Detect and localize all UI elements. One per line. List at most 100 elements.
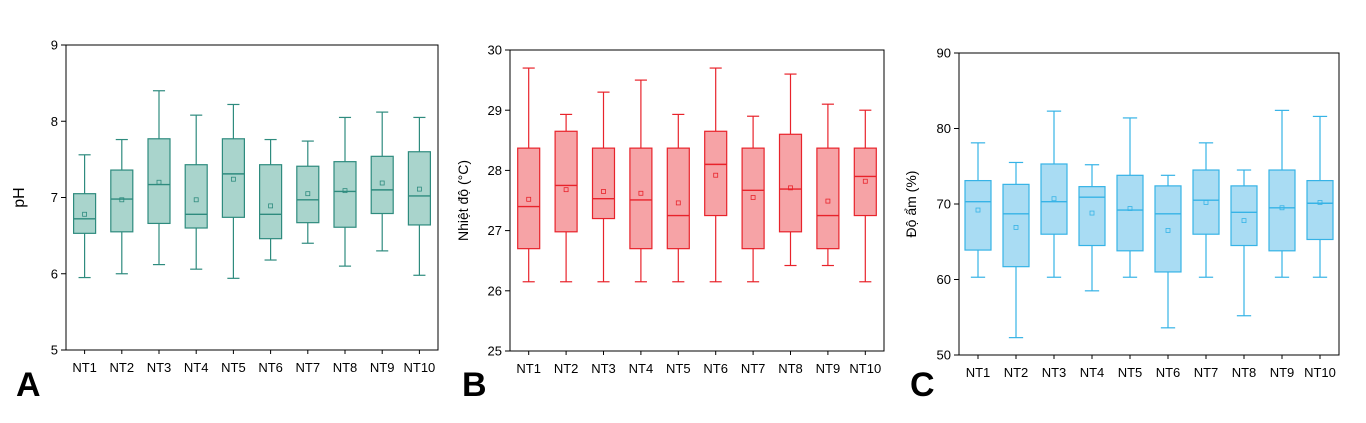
panel-c-y-axis-label: Độ ẩm (%)	[903, 171, 919, 238]
panel-c-x-tick-label: NT9	[1270, 365, 1295, 380]
panel-b-mean-marker	[638, 190, 644, 196]
panel-c-x-tick-label: NT6	[1156, 365, 1181, 380]
panel-b-box-nt6	[704, 67, 728, 283]
panel-b-y-axis-label: Nhiệt độ (°C)	[455, 160, 471, 241]
panel-b-y-tick-label: 26	[488, 283, 502, 298]
panel-a-box-nt10	[407, 116, 431, 276]
panel-b-iqr-box	[666, 147, 690, 250]
panel-a-x-tick-label: NT5	[221, 360, 246, 375]
panel-c-mean-marker	[1241, 218, 1247, 224]
panel-c-y-tick-label: 60	[937, 272, 951, 287]
panel-c-x-tick-label: NT4	[1080, 365, 1105, 380]
panel-a-x-tick-label: NT9	[370, 360, 395, 375]
panel-a-mean-marker	[82, 211, 87, 217]
panel-c-panel-letter: C	[910, 366, 935, 404]
panel-b-x-tick-label: NT10	[849, 361, 881, 376]
panel-c-iqr-box	[1192, 169, 1220, 235]
panel-c-humidity-boxplot: 50 60 70 80 90 Độ ẩm (%) NT1 NT2 NT3 NT4 NT5 NT6 NT7…	[903, 46, 1340, 404]
panel-c-box-nt8	[1230, 169, 1258, 317]
panel-b-mean-marker	[788, 185, 793, 191]
panel-c-iqr-box	[1268, 169, 1296, 252]
panel-c-x-tick-label: NT10	[1304, 365, 1336, 380]
panel-c-iqr-box	[1230, 185, 1258, 247]
panel-c-box-nt4	[1078, 164, 1106, 292]
panel-c-mean-marker	[1279, 205, 1285, 211]
panel-a-x-tick-label: NT8	[333, 360, 358, 375]
panel-a-iqr-box	[184, 164, 208, 229]
panel-b-iqr-box	[778, 133, 803, 233]
panel-c-x-tick-label: NT1	[966, 365, 991, 380]
panel-b-x-tick-label: NT5	[666, 361, 691, 376]
panel-b-iqr-box	[517, 147, 541, 250]
panel-a-mean-marker	[193, 197, 199, 203]
panel-a-mean-marker	[416, 186, 422, 192]
panel-b-mean-marker	[825, 198, 831, 204]
panel-c-x-tick-label: NT7	[1194, 365, 1219, 380]
panel-a-ph-boxplot: 5 6 7 8 9 pH NT1 NT2 NT3 NT4 NT5 NT6 NT7 NT8 NT9 NT10 A	[11, 38, 439, 404]
panel-c-x-tick-label: NT2	[1004, 365, 1029, 380]
panel-a-box-nt5	[221, 103, 245, 279]
panel-c-box-nt7	[1192, 142, 1220, 278]
panel-b-iqr-box	[554, 130, 578, 233]
panel-a-x-tick-label: NT3	[147, 360, 172, 375]
panel-c-mean-marker	[1165, 228, 1171, 233]
panel-c-box-nt1	[964, 142, 992, 278]
panel-c-x-tick-label: NT8	[1232, 365, 1257, 380]
panel-c-y-tick-label: 80	[937, 121, 951, 136]
panel-a-x-tick-label: NT7	[296, 360, 321, 375]
panel-a-y-tick-label: 8	[51, 114, 58, 129]
panel-a-iqr-box	[110, 169, 134, 233]
panel-c-mean-marker	[1127, 206, 1133, 211]
panel-b-iqr-box	[591, 147, 616, 220]
panel-a-box-nt3	[147, 90, 171, 266]
panel-c-box-nt3	[1040, 110, 1068, 278]
panel-a-mean-marker	[342, 188, 348, 194]
panel-a-y-tick-label: 9	[51, 38, 58, 53]
panel-c-iqr-box	[964, 179, 992, 251]
panel-a-y-tick-label: 6	[51, 266, 58, 281]
panel-b-iqr-box	[741, 147, 765, 250]
panel-b-x-tick-label: NT8	[778, 361, 803, 376]
panel-a-box-nt2	[110, 138, 134, 275]
panel-b-y-tick-label: 29	[488, 103, 502, 118]
panel-b-iqr-box	[629, 147, 653, 250]
panel-b-iqr-box	[816, 147, 840, 250]
panel-a-iqr-box	[72, 193, 97, 234]
panel-a-iqr-box	[221, 138, 245, 218]
panel-c-iqr-box	[1306, 179, 1334, 241]
panel-a-y-tick-label: 7	[51, 190, 58, 205]
panel-b-box-nt4	[629, 79, 653, 283]
panel-a-x-tick-label: NT1	[72, 360, 97, 375]
panel-b-box-nt1	[517, 67, 541, 283]
panel-b-mean-marker	[713, 172, 719, 178]
panel-c-iqr-box	[1040, 163, 1068, 235]
panel-c-mean-marker	[1051, 196, 1057, 202]
panel-a-iqr-box	[147, 138, 171, 225]
panel-a-x-tick-label: NT4	[184, 360, 209, 375]
panel-c-x-tick-label: NT5	[1118, 365, 1143, 380]
panel-b-box-nt5	[666, 113, 690, 283]
panel-c-mean-marker	[1203, 200, 1209, 205]
panel-b-y-tick-label: 27	[488, 223, 502, 238]
panel-a-mean-marker	[156, 179, 162, 185]
panel-b-box-nt2	[554, 113, 578, 283]
panel-c-mean-marker	[1089, 210, 1095, 216]
panel-a-box-nt6	[259, 138, 283, 261]
panel-a-box-nt9	[370, 111, 394, 252]
panel-c-iqr-box	[1116, 174, 1144, 252]
panel-b-temperature-boxplot: 25 26 27 28 29 30 Nhiệt độ (°C) NT1 NT2 NT3 NT4 NT5…	[455, 43, 885, 404]
panel-a-x-tick-label: NT6	[258, 360, 283, 375]
panel-b-iqr-box	[853, 147, 877, 217]
panel-a-box-nt7	[296, 140, 320, 244]
panel-b-x-tick-label: NT1	[516, 361, 541, 376]
panel-c-x-tick-label: NT3	[1042, 365, 1067, 380]
panel-a-mean-marker	[268, 203, 274, 209]
panel-c-box-nt5	[1116, 117, 1144, 278]
panel-b-x-tick-label: NT3	[591, 361, 616, 376]
panel-c-iqr-box	[1078, 186, 1106, 247]
panel-a-box-nt4	[184, 114, 208, 270]
panel-b-mean-marker	[601, 189, 606, 194]
panel-b-mean-marker	[526, 196, 532, 202]
panel-a-mean-marker	[119, 197, 125, 203]
panel-a-box-nt1	[72, 154, 97, 279]
